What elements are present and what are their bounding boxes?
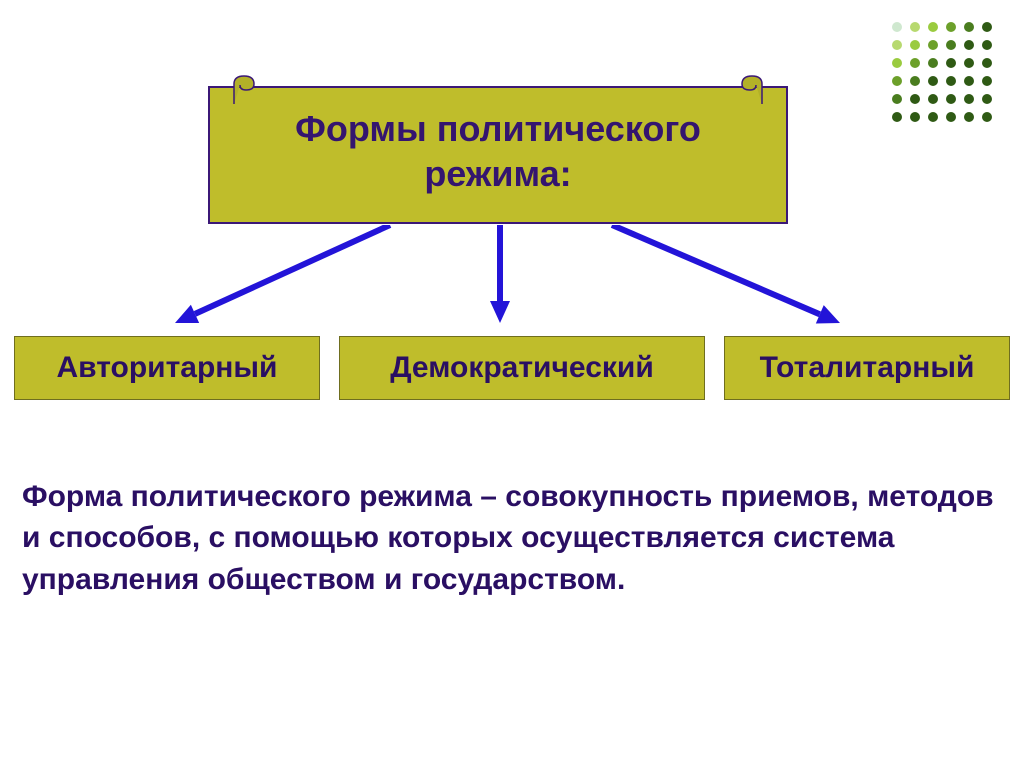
title-banner: Формы политического режима:	[208, 86, 788, 224]
decorative-dot-grid	[888, 18, 996, 126]
title-line-2: режима:	[424, 153, 571, 194]
scroll-curl-right-icon	[736, 74, 764, 106]
scroll-curl-left-icon	[232, 74, 260, 106]
title-line-1: Формы политического	[295, 108, 701, 149]
category-authoritarian: Авторитарный	[14, 336, 320, 400]
arrows-diagram	[0, 225, 1024, 345]
definition-dash: –	[472, 480, 505, 513]
title-text: Формы политического режима:	[240, 106, 756, 196]
definition-term: Форма политического режима	[22, 480, 472, 513]
definition-text: Форма политического режима – совокупност…	[22, 476, 994, 600]
title-scroll-box: Формы политического режима:	[208, 86, 788, 224]
category-totalitarian: Тоталитарный	[724, 336, 1010, 400]
category-row: Авторитарный Демократический Тоталитарны…	[14, 336, 1010, 400]
category-democratic: Демократический	[339, 336, 705, 400]
